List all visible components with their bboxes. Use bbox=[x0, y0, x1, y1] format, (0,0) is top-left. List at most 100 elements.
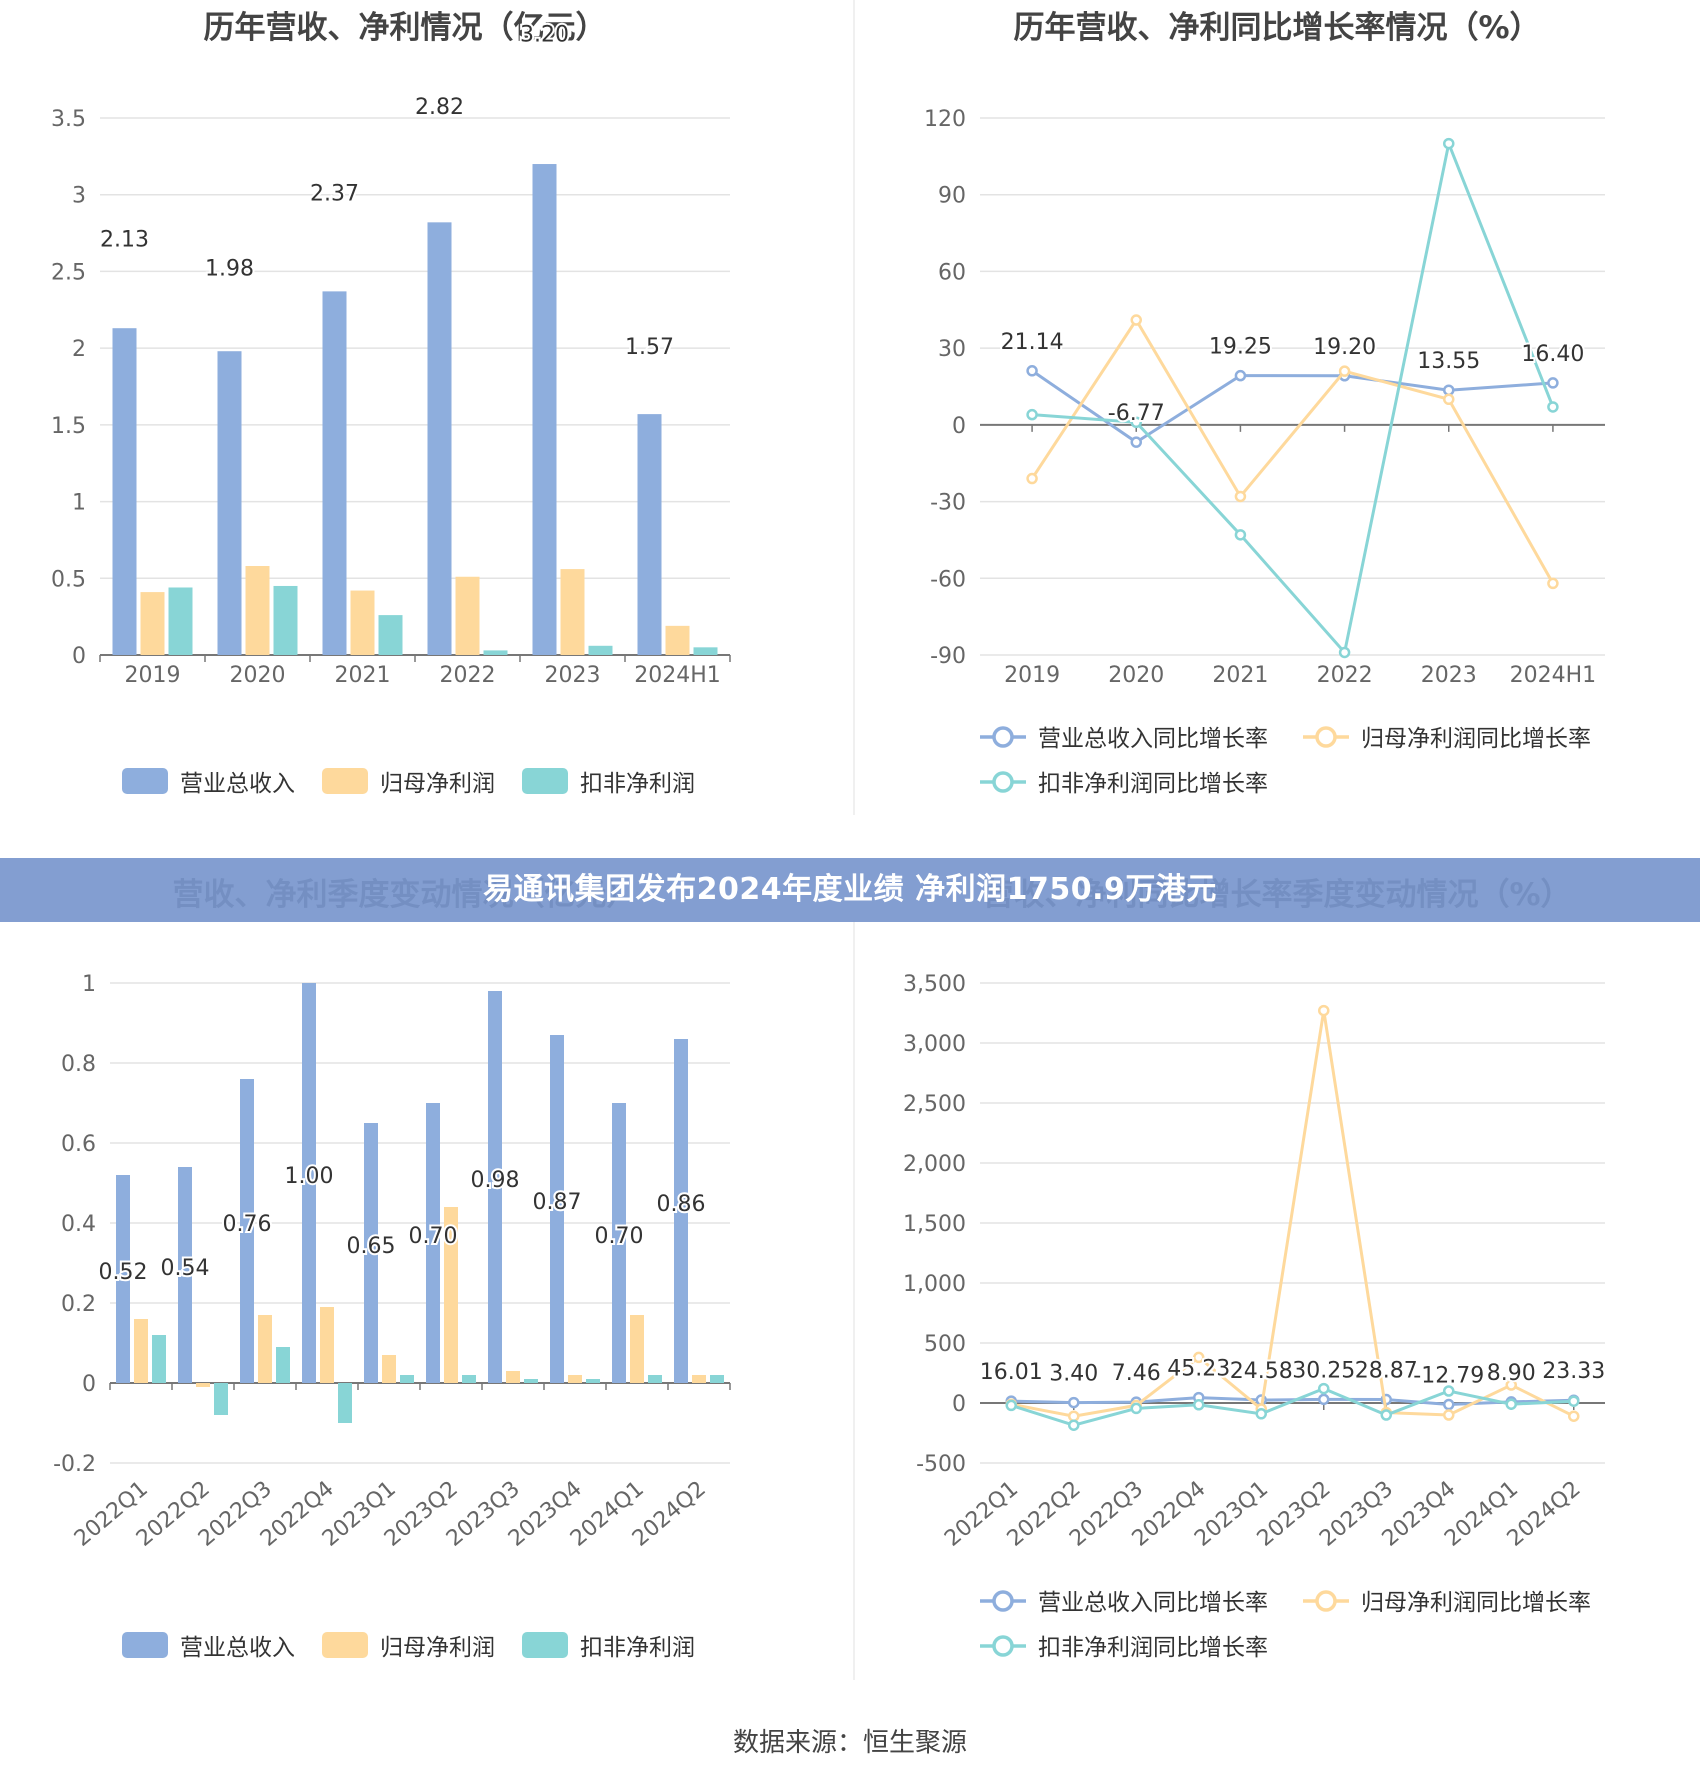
legend-label: 扣非净利润同比增长率 bbox=[1038, 771, 1268, 797]
y-tick-label: -500 bbox=[916, 1452, 966, 1477]
y-tick-label: 3.5 bbox=[51, 107, 86, 132]
data-label: 28.87 bbox=[1355, 1359, 1418, 1384]
data-label: 30.25 bbox=[1292, 1358, 1355, 1383]
data-point bbox=[1547, 401, 1559, 413]
bar bbox=[245, 566, 270, 655]
legend-swatch bbox=[122, 768, 168, 794]
data-point bbox=[1547, 377, 1559, 389]
bar bbox=[462, 1375, 476, 1383]
y-tick-label: 2,000 bbox=[903, 1152, 966, 1177]
y-tick-label: 2.5 bbox=[51, 260, 86, 285]
bar bbox=[665, 625, 690, 655]
data-label: 21.14 bbox=[1001, 330, 1064, 355]
y-tick-label: 3,500 bbox=[903, 972, 966, 997]
bar bbox=[338, 1383, 352, 1423]
bar bbox=[140, 592, 165, 655]
data-point bbox=[1026, 365, 1038, 377]
x-tick-label: 2019 bbox=[125, 663, 181, 688]
bar bbox=[427, 222, 452, 655]
y-tick-label: 500 bbox=[924, 1332, 966, 1357]
bar bbox=[364, 1123, 378, 1383]
data-point bbox=[1568, 1395, 1580, 1407]
legend-swatch-marker bbox=[992, 771, 1014, 793]
x-tick-label: 2021 bbox=[335, 663, 391, 688]
legend-label: 归母净利润同比增长率 bbox=[1361, 1590, 1591, 1616]
x-tick-label: 2021 bbox=[1212, 663, 1268, 688]
data-point bbox=[1443, 384, 1455, 396]
series-line bbox=[1031, 138, 1555, 656]
data-point bbox=[1130, 314, 1142, 326]
bar bbox=[524, 1379, 538, 1383]
bar bbox=[568, 1375, 582, 1383]
legend-swatch-marker bbox=[1315, 1590, 1337, 1612]
data-label: 45.23 bbox=[1167, 1357, 1230, 1382]
data-point bbox=[1338, 365, 1351, 377]
data-label: 24.58 bbox=[1230, 1359, 1293, 1384]
bar bbox=[612, 1103, 626, 1383]
bar bbox=[378, 615, 403, 655]
data-point bbox=[1338, 646, 1351, 659]
data-label: 19.25 bbox=[1209, 335, 1272, 360]
y-tick-label: 0.5 bbox=[51, 567, 86, 592]
y-tick-label: 3 bbox=[72, 184, 86, 209]
series-line bbox=[1010, 1010, 1575, 1418]
legend-swatch bbox=[322, 1632, 368, 1658]
y-tick-label: 0 bbox=[952, 414, 966, 439]
data-point bbox=[1505, 1398, 1517, 1410]
series-line bbox=[1031, 369, 1554, 444]
legend-label: 营业总收入同比增长率 bbox=[1038, 726, 1268, 752]
x-tick-label: 2024H1 bbox=[634, 663, 721, 688]
legend-swatch-marker bbox=[992, 1590, 1014, 1612]
bar bbox=[560, 569, 585, 655]
legend-swatch bbox=[522, 768, 568, 794]
news-banner: 易通讯集团发布2024年度业绩 净利润1750.9万港元 bbox=[0, 858, 1700, 922]
data-point bbox=[1193, 1351, 1205, 1364]
y-tick-label: 0 bbox=[72, 644, 86, 669]
data-point bbox=[1380, 1409, 1392, 1421]
y-tick-label: 1 bbox=[82, 972, 96, 997]
bar bbox=[630, 1315, 644, 1383]
data-label: 0.70 bbox=[409, 1224, 458, 1249]
bar bbox=[178, 1167, 192, 1383]
bar bbox=[116, 1175, 130, 1383]
bar bbox=[637, 414, 662, 655]
x-tick-label: 2022 bbox=[1317, 663, 1373, 688]
y-tick-label: -0.2 bbox=[53, 1452, 96, 1477]
bar bbox=[483, 650, 508, 655]
bar bbox=[196, 1383, 210, 1387]
bar bbox=[382, 1355, 396, 1383]
data-label: 0.52 bbox=[99, 1260, 148, 1285]
data-point bbox=[1068, 1419, 1080, 1431]
data-point bbox=[1568, 1410, 1580, 1422]
y-tick-label: 2 bbox=[72, 337, 86, 362]
data-label: 3.20 bbox=[520, 22, 569, 47]
x-tick-label: 2022 bbox=[440, 663, 496, 688]
y-tick-label: 0 bbox=[952, 1392, 966, 1417]
y-tick-label: -30 bbox=[930, 491, 966, 516]
data-label: -6.77 bbox=[1108, 401, 1165, 426]
data-point bbox=[1443, 393, 1455, 406]
y-tick-label: 3,000 bbox=[903, 1032, 966, 1057]
legend-swatch bbox=[122, 1632, 168, 1658]
data-point bbox=[1318, 1382, 1330, 1395]
data-label: 7.46 bbox=[1112, 1361, 1161, 1386]
y-tick-label: 60 bbox=[938, 260, 966, 285]
data-label: 0.54 bbox=[161, 1256, 210, 1281]
bar bbox=[693, 647, 718, 655]
bar bbox=[400, 1375, 414, 1383]
y-tick-label: 0.4 bbox=[61, 1212, 96, 1237]
bar bbox=[455, 576, 480, 655]
legend-label: 营业总收入 bbox=[180, 771, 295, 797]
data-point bbox=[1005, 1399, 1017, 1412]
bar bbox=[674, 1039, 688, 1383]
data-point bbox=[1234, 529, 1247, 541]
y-tick-label: 0 bbox=[82, 1372, 96, 1397]
data-label: 2.82 bbox=[415, 95, 464, 120]
data-point bbox=[1234, 369, 1247, 382]
data-label: -12.79 bbox=[1413, 1364, 1484, 1389]
legend-label: 归母净利润同比增长率 bbox=[1361, 726, 1591, 752]
bar bbox=[276, 1347, 290, 1383]
data-label: 16.40 bbox=[1521, 342, 1584, 367]
quarterly-growth-rate-chart: 营收、净利同比增长率季度变动情况（%）-50005001,0001,5002,0… bbox=[903, 877, 1607, 1661]
bar bbox=[217, 351, 242, 655]
